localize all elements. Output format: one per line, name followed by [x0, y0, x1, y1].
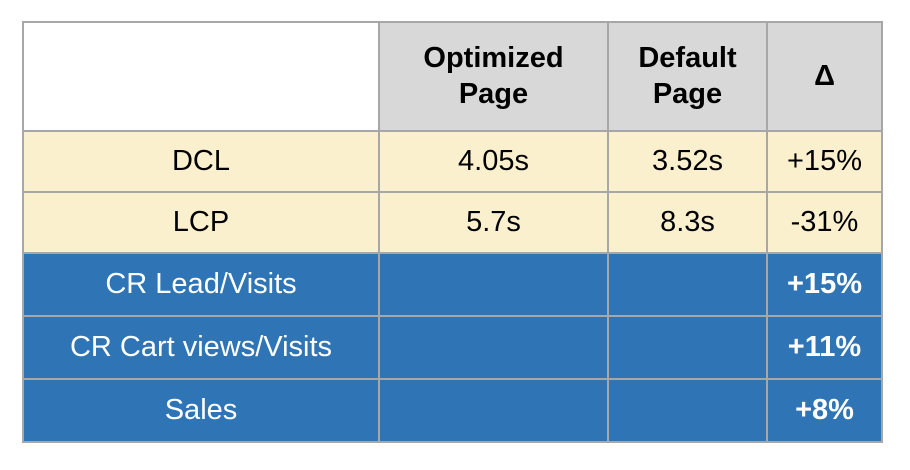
header-delta: Δ — [766, 21, 883, 132]
lcp-delta-value: -31% — [766, 191, 883, 254]
header-default-page-label: Default Page — [638, 42, 737, 110]
cr-lead-optimized-value — [378, 252, 609, 317]
table-row-cr-cart: CR Cart views/Visits +11% — [22, 315, 883, 380]
table-row-dcl: DCL 4.05s 3.52s +15% — [22, 130, 883, 193]
cr-cart-default-value — [607, 315, 768, 380]
comparison-table: Optimized Page Default Page Δ DCL 4.05s … — [22, 21, 883, 443]
header-optimized-page: Optimized Page — [378, 21, 609, 132]
header-default-page: Default Page — [607, 21, 768, 132]
dcl-optimized-value: 4.05s — [378, 130, 609, 193]
row-label-dcl: DCL — [22, 130, 380, 193]
sales-default-value — [607, 378, 768, 443]
cr-lead-default-value — [607, 252, 768, 317]
row-label-cr-lead: CR Lead/Visits — [22, 252, 380, 317]
dcl-default-value: 3.52s — [607, 130, 768, 193]
cr-lead-delta-value: +15% — [766, 252, 883, 317]
header-corner-cell — [22, 21, 380, 132]
cr-cart-delta-value: +11% — [766, 315, 883, 380]
dcl-delta-value: +15% — [766, 130, 883, 193]
table-header-row: Optimized Page Default Page Δ — [22, 21, 883, 132]
lcp-optimized-value: 5.7s — [378, 191, 609, 254]
row-label-lcp: LCP — [22, 191, 380, 254]
sales-optimized-value — [378, 378, 609, 443]
row-label-sales: Sales — [22, 378, 380, 443]
table-row-lcp: LCP 5.7s 8.3s -31% — [22, 191, 883, 254]
table-row-sales: Sales +8% — [22, 378, 883, 443]
cr-cart-optimized-value — [378, 315, 609, 380]
table-row-cr-lead: CR Lead/Visits +15% — [22, 252, 883, 317]
row-label-cr-cart: CR Cart views/Visits — [22, 315, 380, 380]
lcp-default-value: 8.3s — [607, 191, 768, 254]
sales-delta-value: +8% — [766, 378, 883, 443]
header-optimized-page-label: Optimized Page — [423, 42, 564, 110]
